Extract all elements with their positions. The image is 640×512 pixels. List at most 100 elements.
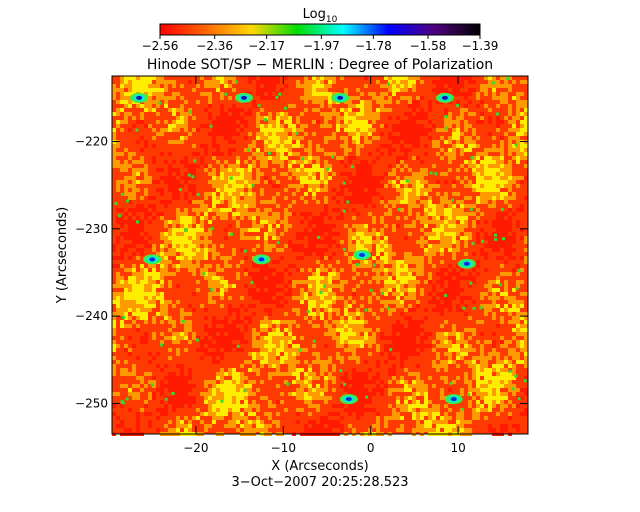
heatmap-cell [264, 200, 268, 204]
heatmap-cell [120, 84, 124, 88]
heatmap-cell [449, 381, 453, 385]
heatmap-cell [284, 112, 288, 116]
heatmap-cell [340, 124, 344, 128]
heatmap-cell [504, 304, 508, 308]
heatmap-cell [292, 152, 296, 156]
heatmap-cell [344, 184, 348, 188]
heatmap-cell [416, 112, 420, 116]
heatmap-cell [352, 372, 356, 376]
heatmap-cell [144, 92, 148, 96]
heatmap-cell [468, 124, 472, 128]
heatmap-cell [284, 140, 288, 144]
heatmap-cell [324, 300, 328, 304]
heatmap-cell [168, 400, 172, 404]
heatmap-cell [520, 180, 524, 184]
heatmap-cell [224, 408, 228, 412]
heatmap-cell [268, 320, 272, 324]
heatmap-cell [296, 184, 300, 188]
heatmap-cell [288, 288, 292, 292]
heatmap-cell [504, 224, 508, 228]
heatmap-cell [488, 160, 492, 164]
heatmap-cell [488, 188, 492, 192]
heatmap-cell [320, 240, 324, 244]
heatmap-cell [504, 172, 508, 176]
heatmap-cell [308, 236, 312, 240]
heatmap-cell [468, 328, 472, 332]
heatmap-cell [140, 180, 144, 184]
heatmap-cell [396, 340, 400, 344]
heatmap-cell [464, 236, 468, 240]
heatmap-cell [464, 232, 468, 236]
heatmap-cell [496, 248, 500, 252]
heatmap-cell [264, 136, 268, 140]
heatmap-cell [220, 368, 224, 372]
heatmap-cell [140, 168, 144, 172]
heatmap-cell [208, 276, 212, 280]
heatmap-cell [388, 164, 392, 168]
heatmap-cell [216, 200, 220, 204]
heatmap-cell [128, 164, 132, 168]
heatmap-cell [220, 404, 224, 408]
heatmap-cell [312, 376, 316, 380]
heatmap-cell [508, 176, 512, 180]
heatmap-cell [256, 224, 260, 228]
heatmap-cell [512, 296, 516, 300]
heatmap-cell [176, 188, 180, 192]
heatmap-cell [388, 148, 392, 152]
heatmap-cell [512, 352, 516, 356]
heatmap-cell [120, 216, 124, 220]
heatmap-cell [296, 380, 300, 384]
heatmap-cell [340, 156, 344, 160]
heatmap-cell [504, 280, 508, 284]
heatmap-cell [300, 168, 304, 172]
heatmap-cell [428, 376, 432, 380]
heatmap-cell [156, 120, 160, 124]
heatmap-cell [464, 304, 468, 308]
heatmap-cell [132, 344, 136, 348]
heatmap-cell [386, 306, 390, 310]
heatmap-cell [128, 216, 132, 220]
heatmap-cell [236, 348, 240, 352]
heatmap-cell [456, 416, 460, 420]
heatmap-cell [516, 160, 520, 164]
heatmap-cell [400, 408, 404, 412]
heatmap-cell [284, 344, 288, 348]
heatmap-cell [210, 227, 214, 231]
heatmap-cell [384, 100, 388, 104]
heatmap-cell [252, 356, 256, 360]
heatmap-cell [192, 400, 196, 404]
heatmap-cell [232, 368, 236, 372]
heatmap-cell [212, 184, 216, 188]
heatmap-cell [392, 264, 396, 268]
heatmap-cell [136, 324, 140, 328]
heatmap-cell [424, 280, 428, 284]
heatmap-cell [512, 120, 516, 124]
heatmap-cell [240, 188, 244, 192]
heatmap-cell [336, 200, 340, 204]
heatmap-cell [312, 232, 316, 236]
heatmap-cell [436, 140, 440, 144]
heatmap-cell [176, 196, 180, 200]
heatmap-cell [368, 236, 372, 240]
heatmap-cell [308, 212, 312, 216]
heatmap-cell [444, 416, 448, 420]
heatmap-cell [512, 176, 516, 180]
heatmap-cell [236, 328, 240, 332]
heatmap-cell [116, 112, 120, 116]
heatmap-cell [404, 288, 408, 292]
heatmap-cell [276, 248, 280, 252]
heatmap-cell [436, 352, 440, 356]
heatmap-cell [408, 128, 412, 132]
heatmap-cell [452, 204, 456, 208]
heatmap-cell [176, 184, 180, 188]
heatmap-cell [376, 100, 380, 104]
heatmap-cell [352, 104, 356, 108]
heatmap-cell [220, 356, 224, 360]
heatmap-cell [284, 356, 288, 360]
heatmap-cell [168, 388, 172, 392]
heatmap-cell [340, 404, 344, 408]
heatmap-cell [444, 368, 448, 372]
heatmap-cell [316, 312, 320, 316]
heatmap-cell [492, 220, 496, 224]
heatmap-cell [132, 88, 136, 92]
